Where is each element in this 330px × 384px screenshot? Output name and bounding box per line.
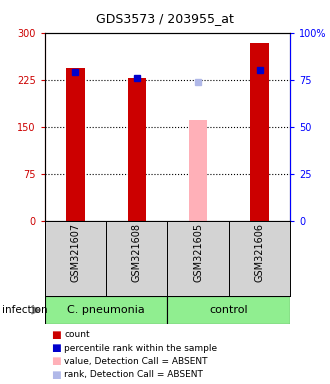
Text: ■: ■ <box>51 370 61 380</box>
Text: ■: ■ <box>51 343 61 353</box>
Bar <box>45 221 106 296</box>
Text: rank, Detection Call = ABSENT: rank, Detection Call = ABSENT <box>64 370 203 379</box>
Text: ■: ■ <box>51 356 61 366</box>
Text: C. pneumonia: C. pneumonia <box>67 305 145 315</box>
Text: count: count <box>64 331 90 339</box>
Text: GSM321608: GSM321608 <box>132 223 142 282</box>
Text: GDS3573 / 203955_at: GDS3573 / 203955_at <box>96 12 234 25</box>
Text: GSM321605: GSM321605 <box>193 223 203 282</box>
Text: GSM321606: GSM321606 <box>255 223 265 282</box>
Bar <box>229 221 290 296</box>
Text: value, Detection Call = ABSENT: value, Detection Call = ABSENT <box>64 357 208 366</box>
Text: ■: ■ <box>51 330 61 340</box>
Bar <box>167 221 229 296</box>
Bar <box>66 68 84 221</box>
Text: control: control <box>210 305 248 315</box>
Bar <box>106 221 167 296</box>
Bar <box>189 121 208 221</box>
Bar <box>250 43 269 221</box>
Text: GSM321607: GSM321607 <box>70 223 80 282</box>
Text: percentile rank within the sample: percentile rank within the sample <box>64 344 217 353</box>
Bar <box>45 296 167 324</box>
Text: infection: infection <box>2 305 47 315</box>
Bar <box>127 78 146 221</box>
Bar <box>167 296 290 324</box>
